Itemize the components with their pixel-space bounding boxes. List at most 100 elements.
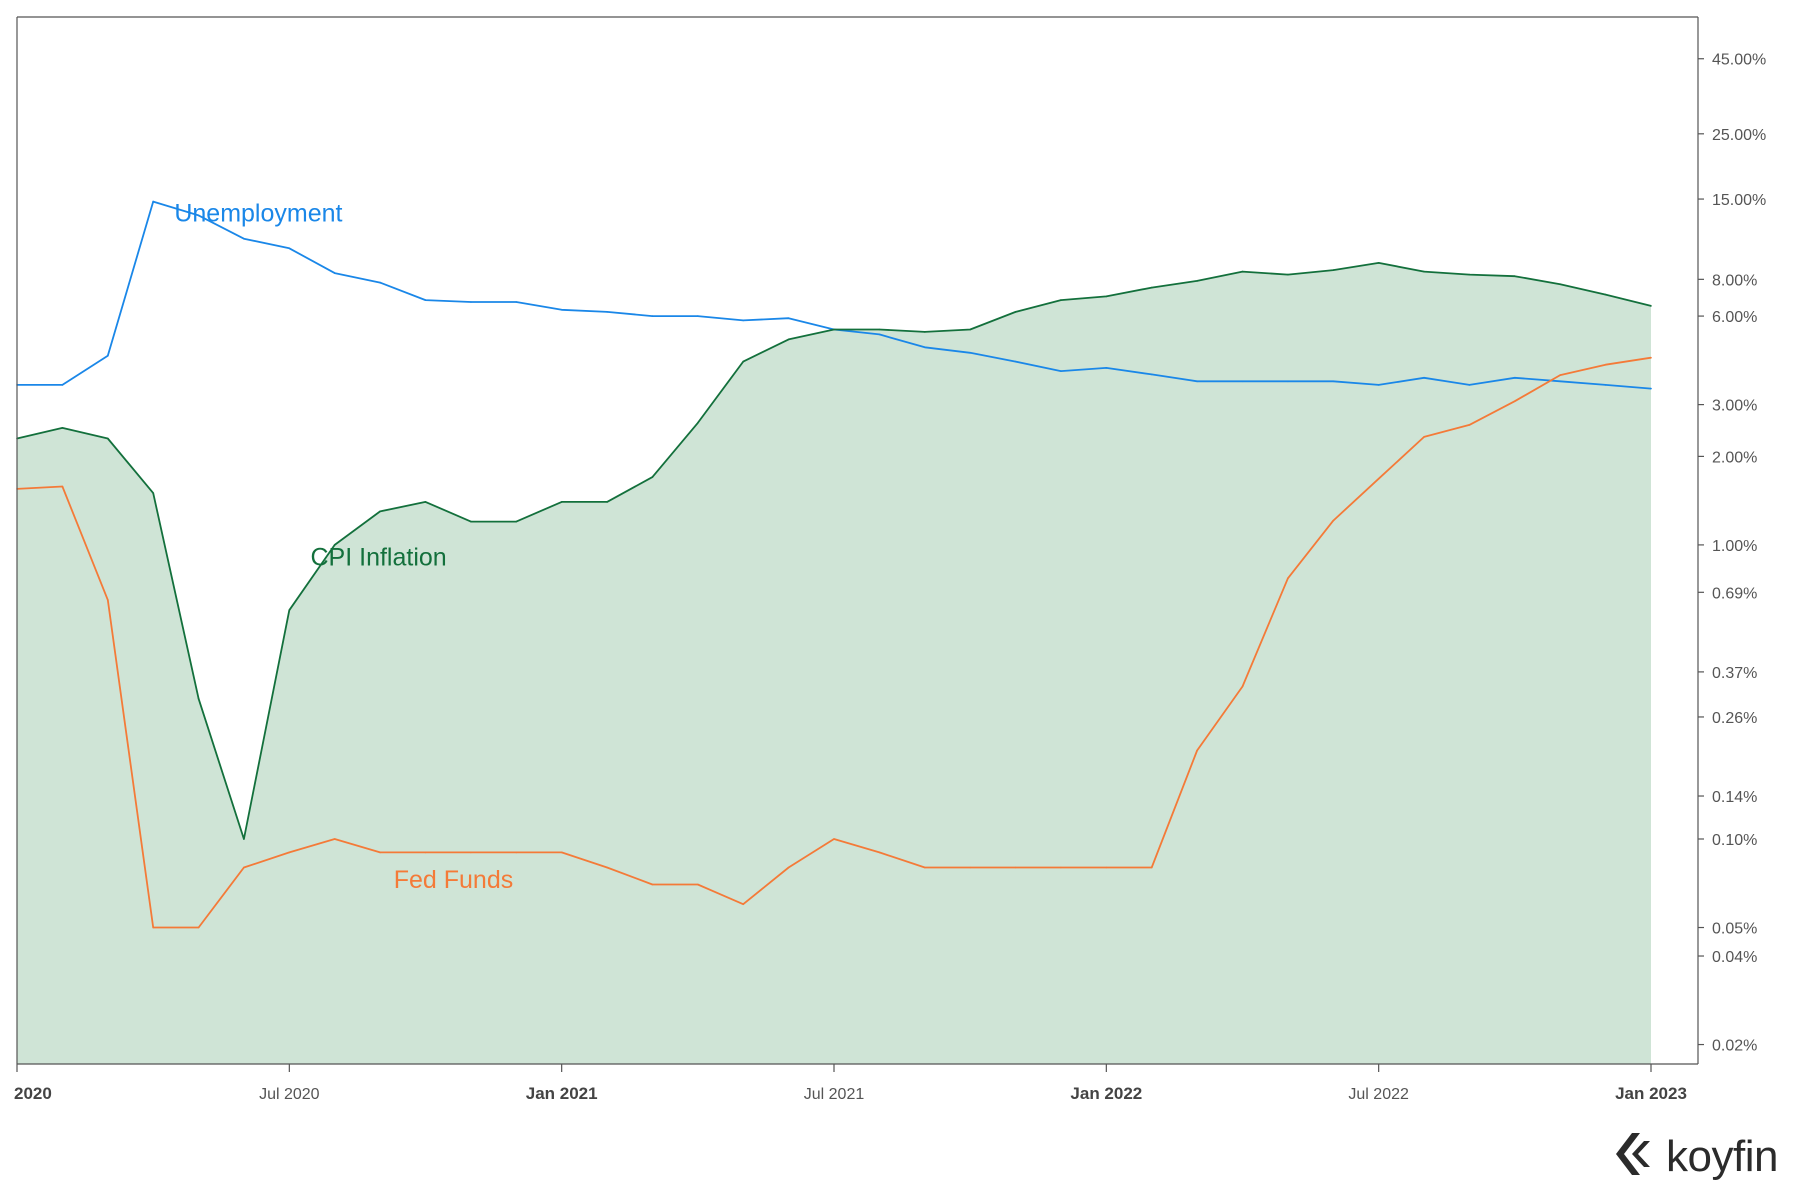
fed-funds-point <box>470 851 472 854</box>
cpi-inflation-point <box>878 328 881 331</box>
unemployment-point <box>969 352 971 354</box>
unemployment-point <box>1332 380 1335 383</box>
fed-funds-point <box>1105 866 1108 869</box>
unemployment-point <box>1287 380 1289 383</box>
brand-logo: koyfin <box>1610 1131 1778 1182</box>
fed-funds-point <box>333 838 336 840</box>
cpi-inflation-point <box>1423 270 1425 273</box>
cpi-inflation-point <box>924 331 926 333</box>
y-tick-label: 25.00% <box>1712 127 1766 144</box>
y-tick-label: 45.00% <box>1712 52 1766 69</box>
y-tick-label: 0.69% <box>1712 585 1757 602</box>
unemployment-point <box>742 319 744 322</box>
x-tick-label: Jul 2020 <box>259 1086 320 1103</box>
cpi-inflation-point <box>1287 273 1289 276</box>
fed-funds-point <box>1650 356 1652 359</box>
y-tick-label: 6.00% <box>1712 309 1757 326</box>
x-tick-label: Jul 2021 <box>804 1086 865 1103</box>
y-tick-label: 0.37% <box>1712 665 1757 682</box>
x-tick-label: 2020 <box>14 1084 52 1103</box>
fed-funds-point <box>515 851 518 854</box>
y-tick-label: 0.26% <box>1712 710 1757 727</box>
area-fill-layer <box>17 262 1651 1064</box>
cpi-inflation-point <box>606 501 608 503</box>
cpi-inflation-point <box>969 328 971 331</box>
unemployment-point <box>1105 367 1108 369</box>
fed-funds-point <box>1604 363 1607 366</box>
unemployment-point <box>1423 377 1425 379</box>
unemployment-point <box>1196 380 1198 383</box>
unemployment-point <box>197 214 200 217</box>
unemployment-point <box>107 354 109 357</box>
x-tick-label: Jan 2022 <box>1070 1084 1142 1103</box>
cpi-inflation-point <box>1332 269 1335 271</box>
cpi-inflation-point <box>515 520 518 523</box>
fed-funds-point <box>651 883 654 886</box>
y-tick-label: 1.00% <box>1712 538 1757 555</box>
unemployment-point <box>1377 384 1380 386</box>
unemployment-point <box>606 311 608 313</box>
cpi-inflation-point <box>1650 305 1652 307</box>
cpi-inflation-point <box>1150 286 1153 289</box>
y-tick-label: 0.10% <box>1712 832 1757 849</box>
cpi-inflation-point <box>742 360 744 363</box>
cpi-inflation-point <box>152 492 154 494</box>
unemployment-point <box>333 272 336 274</box>
unemployment-point <box>424 299 427 301</box>
unemployment-point <box>1650 387 1652 390</box>
y-tick-label: 0.02% <box>1712 1038 1757 1055</box>
x-tick-label: Jan 2023 <box>1615 1084 1687 1103</box>
unemployment-point <box>152 200 154 203</box>
unemployment-point <box>288 247 291 250</box>
unemployment-point <box>1604 384 1607 386</box>
cpi-inflation-label: CPI Inflation <box>311 544 447 572</box>
unemployment-point <box>1559 380 1561 383</box>
fed-funds-point <box>152 926 154 929</box>
unemployment-point <box>61 384 64 386</box>
fed-funds-point <box>833 838 835 840</box>
fed-funds-point <box>1287 577 1289 580</box>
y-tick-label: 3.00% <box>1712 398 1757 415</box>
cpi-inflation-point <box>1196 280 1198 282</box>
cpi-inflation-point <box>424 501 427 503</box>
cpi-inflation-point <box>787 338 790 341</box>
y-tick-label: 2.00% <box>1712 449 1757 466</box>
fed-funds-point <box>1514 400 1516 403</box>
fed-funds-point <box>1060 866 1062 869</box>
fed-funds-point <box>1196 749 1198 752</box>
y-tick-label: 0.04% <box>1712 949 1757 966</box>
fed-funds-point <box>1423 436 1425 438</box>
fed-funds-point <box>1014 866 1017 869</box>
x-tick-label: Jul 2022 <box>1348 1086 1409 1103</box>
fed-funds-point <box>878 851 881 854</box>
cpi-inflation-point <box>379 510 381 513</box>
fed-funds-point <box>1332 519 1335 522</box>
unemployment-point <box>1514 377 1516 379</box>
fed-funds-point <box>379 851 381 854</box>
unemployment-point <box>1060 370 1062 372</box>
brand-name: koyfin <box>1666 1131 1778 1181</box>
fed-funds-point <box>697 883 699 886</box>
unemployment-point <box>787 317 790 320</box>
unemployment-point <box>651 315 654 317</box>
fed-funds-point <box>1377 477 1380 480</box>
cpi-inflation-point <box>1241 270 1244 273</box>
y-tick-label: 15.00% <box>1712 192 1766 209</box>
series-label-layer: Unemployment CPI Inflation Fed Funds <box>174 199 513 894</box>
cpi-inflation-area <box>17 262 1651 1064</box>
fed-funds-point <box>424 851 427 854</box>
unemployment-point <box>1241 380 1244 383</box>
cpi-inflation-point <box>197 697 200 700</box>
cpi-inflation-point <box>243 838 245 840</box>
cpi-inflation-point <box>1559 283 1561 286</box>
y-tick-label: 0.14% <box>1712 789 1757 806</box>
y-tick-label: 0.05% <box>1712 921 1757 938</box>
cpi-inflation-point <box>1468 273 1471 276</box>
cpi-inflation-point <box>1604 293 1607 296</box>
cpi-inflation-point <box>288 609 291 611</box>
cpi-inflation-point <box>333 544 336 546</box>
fed-funds-point <box>1241 685 1244 688</box>
cpi-inflation-point <box>651 476 654 478</box>
series-line-layer <box>16 200 1652 929</box>
